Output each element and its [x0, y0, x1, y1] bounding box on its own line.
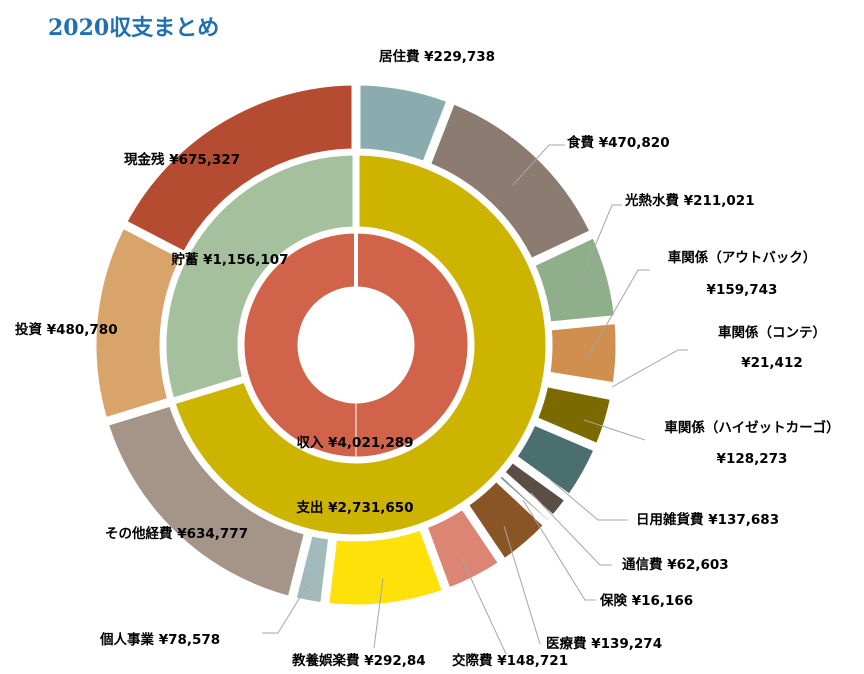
- slice-outer-9: [468, 481, 544, 559]
- label-outer-9: 医療費 ¥139,274: [546, 635, 662, 652]
- label-outer-12: 個人事業 ¥78,578: [99, 631, 220, 648]
- slice-outer-14: [95, 227, 181, 419]
- label-outer-13: その他経費 ¥634,777: [105, 525, 248, 542]
- slice-inner-0: [243, 232, 469, 458]
- slice-outer-2: [534, 237, 615, 323]
- label-outer-7: 通信費 ¥62,603: [622, 556, 729, 573]
- leader-outer-7: [530, 492, 612, 566]
- slice-outer-13: [108, 405, 305, 597]
- leader-outer-1: [512, 144, 565, 186]
- label-middle-0: 支出 ¥2,731,650: [295, 499, 413, 516]
- slice-outer-5: [537, 386, 611, 444]
- slice-middle-0: [174, 154, 547, 536]
- slice-outer-10: [426, 509, 499, 589]
- label-outer-4: 車関係（コンテ）¥21,412: [718, 324, 826, 371]
- leader-outer-8: [522, 499, 596, 601]
- label-outer-10: 交際費 ¥148,721: [452, 652, 568, 669]
- chart-title: 2020収支まとめ: [48, 15, 219, 41]
- label-outer-11: 教養娯楽費 ¥292,84: [292, 652, 426, 669]
- slice-outer-3: [549, 323, 617, 384]
- leader-outer-6: [546, 476, 628, 521]
- leader-lines: [262, 144, 688, 655]
- slice-labels: 収入 ¥4,021,289 支出 ¥2,731,650 貯蓄 ¥1,156,107 居…: [15, 48, 840, 669]
- label-outer-14: 投資 ¥480,780: [15, 321, 118, 338]
- label-outer-8: 保険 ¥16,166: [599, 592, 693, 609]
- leader-outer-11: [373, 577, 384, 649]
- label-outer-2: 光熱水費 ¥211,021: [624, 192, 755, 209]
- slice-outer-11: [328, 529, 443, 606]
- label-outer-3: 車関係（アウトバック）¥159,743: [668, 249, 817, 298]
- label-outer-5: 車関係（ハイゼットカーゴ）¥128,273: [664, 419, 839, 467]
- label-outer-15: 現金残 ¥675,327: [124, 151, 240, 168]
- slice-outer-7: [504, 462, 566, 516]
- donut-rings: [95, 84, 617, 606]
- leader-outer-5: [583, 419, 646, 441]
- leader-outer-9: [503, 525, 541, 645]
- slice-outer-0: [359, 84, 448, 162]
- slice-outer-12: [295, 535, 330, 604]
- slice-outer-4: [548, 378, 613, 393]
- leader-outer-4: [611, 349, 688, 388]
- label-middle-1: 貯蓄 ¥1,156,107: [171, 251, 288, 268]
- leader-outer-2: [577, 204, 622, 288]
- label-outer-6: 日用雑貨費 ¥137,683: [636, 511, 779, 528]
- leader-outer-3: [587, 269, 650, 358]
- label-outer-1: 食費 ¥470,820: [567, 134, 670, 151]
- leader-outer-10: [460, 556, 507, 655]
- slice-outer-15: [126, 84, 353, 252]
- label-outer-0: 居住費 ¥229,738: [379, 48, 495, 65]
- label-inner-0: 収入 ¥4,021,289: [296, 435, 413, 451]
- slice-middle-1: [165, 154, 354, 399]
- slice-outer-8: [499, 475, 550, 522]
- slice-outer-6: [516, 424, 595, 495]
- slice-outer-1: [430, 103, 591, 259]
- leader-outer-12: [262, 585, 308, 634]
